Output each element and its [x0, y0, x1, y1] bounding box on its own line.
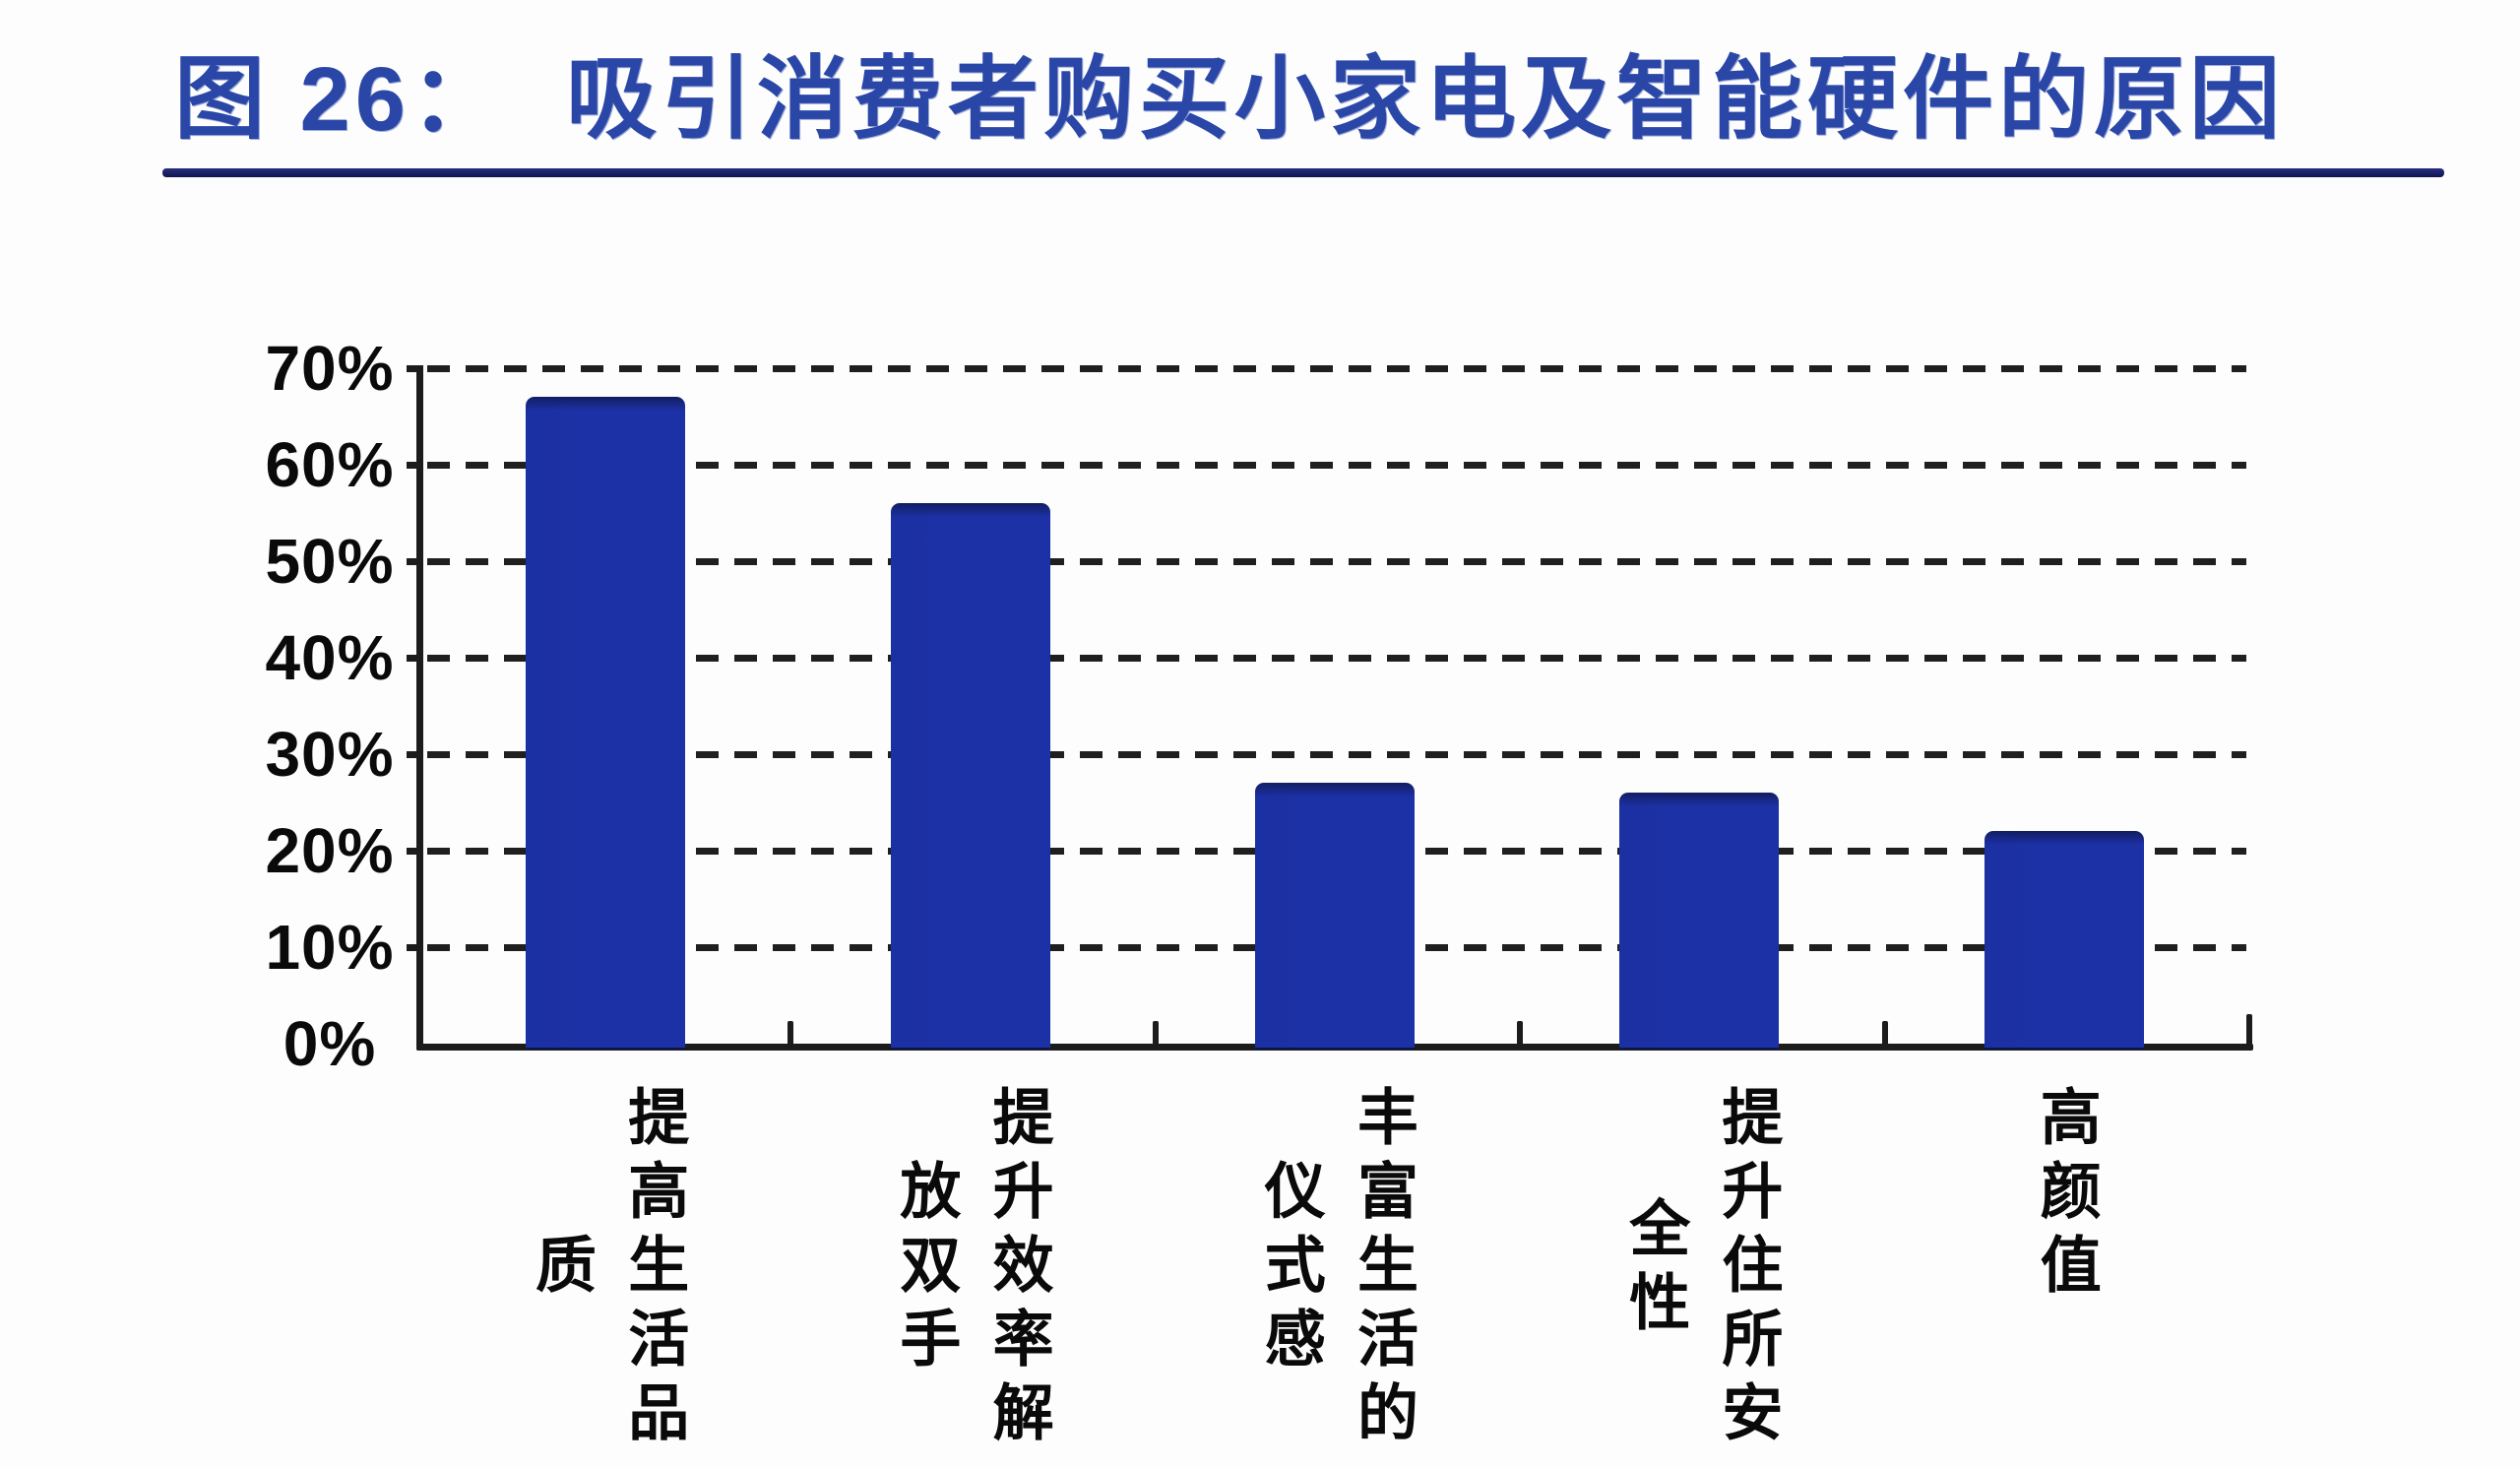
- bar-提升效率解放双手: [890, 503, 1050, 1048]
- figure-title: 图 26： 吸引消费者购买小家电及智能硬件的原因: [174, 49, 2286, 150]
- y-axis-tick-10: [407, 944, 423, 951]
- bar-高颜值: [1984, 831, 2144, 1048]
- x-axis-label-丰富生活的仪式感: 丰富生活的 仪式感: [1153, 1085, 1517, 1454]
- y-axis-label-0: 0%: [283, 1008, 377, 1079]
- y-axis-label-10: 10%: [265, 912, 395, 983]
- title-underline: [162, 168, 2444, 177]
- y-axis-tick-50: [407, 558, 423, 565]
- gridline-60: [427, 462, 2246, 469]
- y-axis-label-20: 20%: [265, 815, 395, 886]
- x-axis-category-tick-4: [1881, 1021, 1888, 1049]
- x-axis-label-column: 提升住所安: [1712, 1085, 1781, 1454]
- y-axis-label-40: 40%: [265, 622, 395, 693]
- bar-提升住所安全性: [1619, 793, 1780, 1048]
- x-axis-category-tick-1: [788, 1021, 794, 1049]
- x-axis-label-column: 放双手: [890, 1159, 959, 1380]
- x-axis-label-column: 提升效率解: [982, 1085, 1051, 1454]
- bar-提高生活品质: [526, 397, 686, 1048]
- x-axis-label-提高生活品质: 提高生活品质: [423, 1085, 788, 1454]
- x-axis-label-高颜值: 高颜值: [1882, 1085, 2246, 1307]
- x-axis-label-column: 高颜值: [2030, 1085, 2099, 1307]
- y-axis-tick-30: [407, 751, 423, 758]
- y-axis-tick-20: [407, 848, 423, 855]
- gridline-70: [427, 365, 2246, 372]
- y-axis-label-70: 70%: [265, 333, 395, 404]
- gridline-50: [427, 558, 2246, 565]
- bar-丰富生活的仪式感: [1255, 783, 1415, 1048]
- y-axis-tick-60: [407, 462, 423, 469]
- x-axis-label-提升效率解放双手: 提升效率解 放双手: [788, 1085, 1152, 1454]
- y-axis-label-60: 60%: [265, 429, 395, 500]
- x-axis-label-column: 全性: [1619, 1195, 1688, 1344]
- x-axis-label-column: 提高生活品: [618, 1085, 687, 1454]
- y-axis-label-30: 30%: [265, 719, 395, 790]
- y-axis-line: [416, 365, 423, 1051]
- x-axis-end-tick: [2246, 1014, 2252, 1051]
- x-axis-label-column: 丰富生活的: [1347, 1085, 1416, 1454]
- x-axis-label-提升住所安全性: 提升住所安 全性: [1517, 1085, 1881, 1454]
- x-axis-label-column: 质: [526, 1233, 594, 1307]
- gridline-30: [427, 751, 2246, 758]
- x-axis-label-column: 仪式感: [1254, 1159, 1323, 1380]
- y-axis-tick-70: [407, 365, 423, 372]
- gridline-40: [427, 655, 2246, 662]
- x-axis-category-tick-2: [1152, 1021, 1159, 1049]
- y-axis-tick-40: [407, 655, 423, 662]
- x-axis-category-tick-3: [1517, 1021, 1524, 1049]
- y-axis-label-50: 50%: [265, 526, 395, 597]
